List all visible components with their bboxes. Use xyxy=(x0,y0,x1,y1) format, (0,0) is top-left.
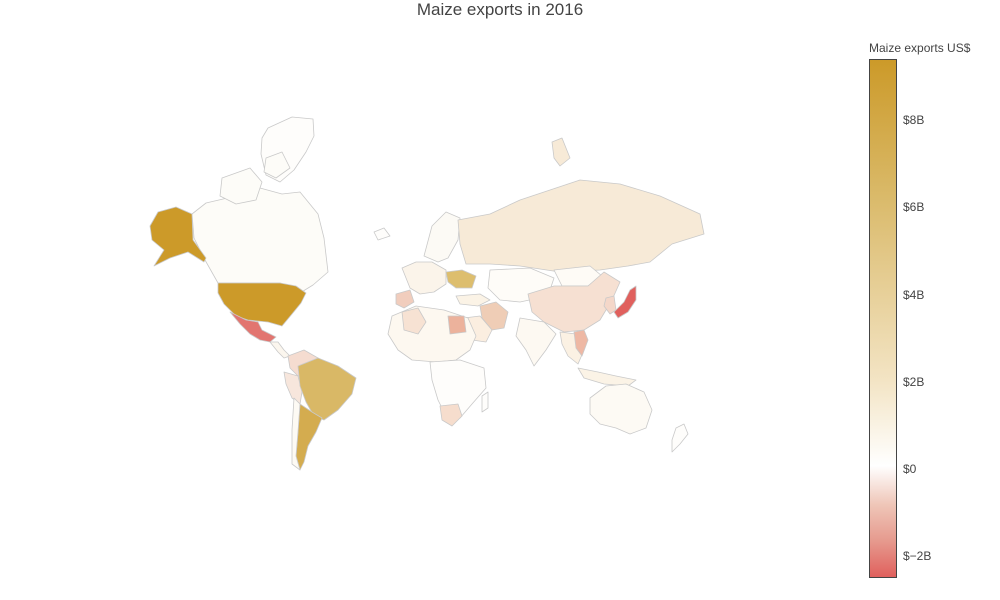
country-western-europe[interactable] xyxy=(401,261,447,295)
country-canada-islands[interactable] xyxy=(219,151,291,205)
country-canada[interactable] xyxy=(191,187,329,294)
colorbar-tick-label: $4B xyxy=(903,288,925,302)
colorbar-tick-label: $8B xyxy=(903,113,925,127)
country-spain[interactable] xyxy=(395,289,415,309)
country-scandinavia[interactable] xyxy=(423,211,461,263)
country-australia[interactable] xyxy=(589,383,653,435)
colorbar-tick-label: $6B xyxy=(903,200,925,214)
country-central-southern-africa[interactable] xyxy=(429,359,487,421)
country-north-africa[interactable] xyxy=(387,305,477,363)
country-alaska[interactable] xyxy=(149,206,207,267)
colorbar-title: Maize exports US$ xyxy=(869,41,971,55)
country-new-zealand[interactable] xyxy=(671,423,689,453)
country-vietnam[interactable] xyxy=(573,329,589,357)
country-madagascar[interactable] xyxy=(481,391,489,413)
country-chile[interactable] xyxy=(291,397,301,471)
country-indonesia[interactable] xyxy=(577,367,637,387)
country-brazil[interactable] xyxy=(297,357,357,421)
colorbar-tick-label: $−2B xyxy=(903,549,932,563)
country-japan[interactable] xyxy=(613,285,637,319)
country-iceland[interactable] xyxy=(373,227,391,241)
country-mexico[interactable] xyxy=(229,311,277,343)
country-ukraine[interactable] xyxy=(445,269,477,289)
country-south-africa[interactable] xyxy=(439,403,463,427)
country-usa[interactable] xyxy=(217,282,307,327)
colorbar xyxy=(869,59,897,578)
page-title: Maize exports in 2016 xyxy=(416,0,584,19)
country-russia[interactable] xyxy=(457,179,705,273)
country-central-america[interactable] xyxy=(269,341,291,359)
country-egypt[interactable] xyxy=(447,315,467,335)
country-india[interactable] xyxy=(515,317,557,367)
country-turkey[interactable] xyxy=(455,293,491,307)
country-korea[interactable] xyxy=(603,295,617,315)
country-china[interactable] xyxy=(527,271,621,333)
colorbar-tick-label: $0 xyxy=(903,462,917,476)
country-algeria[interactable] xyxy=(401,307,427,335)
world-choropleth-map[interactable] xyxy=(0,0,860,600)
country-svalbard[interactable] xyxy=(551,137,571,167)
colorbar-tick-label: $2B xyxy=(903,375,925,389)
